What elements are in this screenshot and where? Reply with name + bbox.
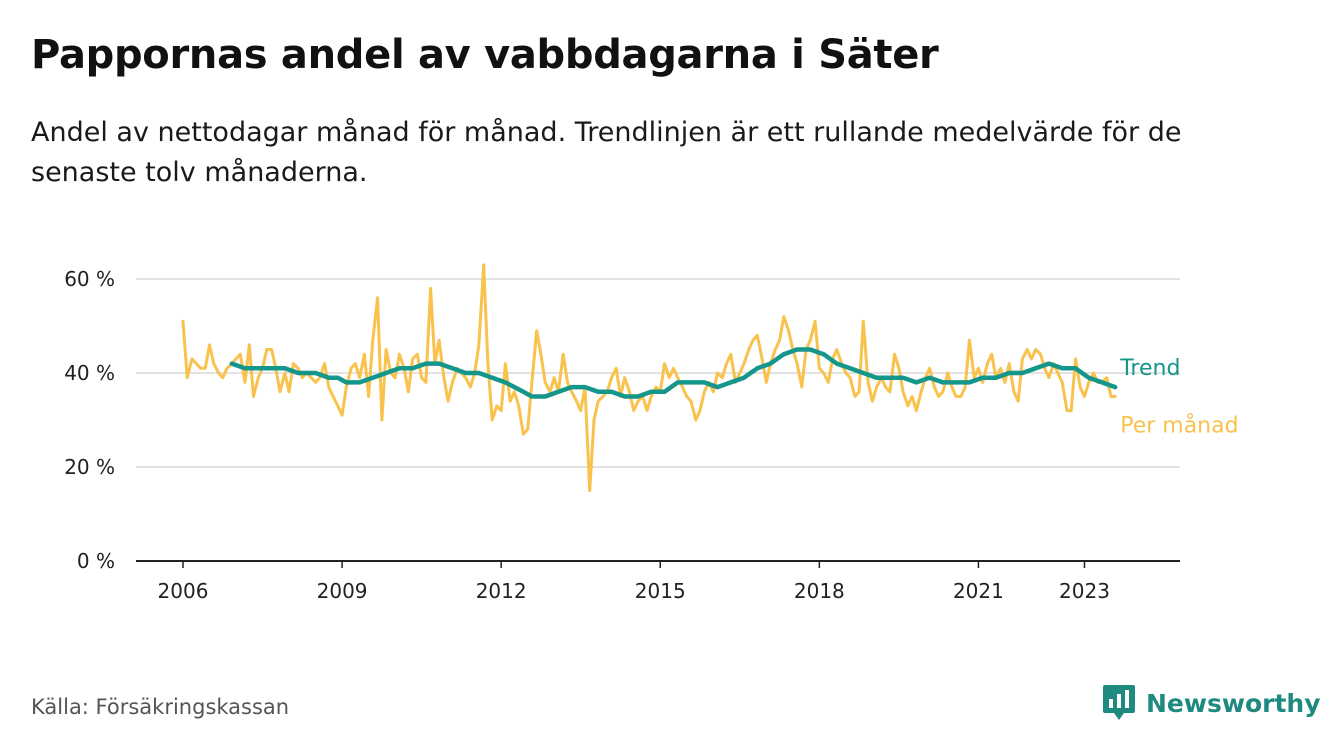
series-lines (181, 263, 1118, 492)
x-tick-label: 2015 (635, 579, 686, 603)
y-tick-label: 60 % (64, 267, 115, 291)
chart-title: Pappornas andel av vabbdagarna i Säter (31, 32, 939, 78)
y-tick-label: 20 % (64, 455, 115, 479)
brand-name: Newsworthy (1146, 688, 1321, 718)
chart-subtitle: Andel av nettodagar månad för månad. Tre… (31, 117, 1182, 188)
series-line-trend (229, 347, 1118, 399)
series-labels: Trend Per månad (1119, 356, 1238, 438)
y-tick-label: 0 % (77, 549, 115, 573)
series-line-per-manad (181, 263, 1117, 492)
x-tick-label: 2006 (158, 579, 209, 603)
y-axis-ticks: 0 % 20 % 40 % 60 % (64, 267, 115, 573)
gridlines (136, 278, 1180, 562)
series-label-per-manad: Per månad (1120, 413, 1238, 439)
brand-logo: Newsworthy (1102, 683, 1321, 723)
x-axis-ticks: 2006 2009 2012 2015 2018 2021 2023 (158, 561, 1110, 603)
x-tick-label: 2023 (1059, 579, 1110, 603)
newsworthy-logo-icon (1103, 685, 1135, 720)
series-label-trend: Trend (1119, 356, 1180, 381)
x-tick-label: 2021 (953, 579, 1004, 603)
x-tick-label: 2018 (794, 579, 845, 603)
source-note: Källa: Försäkringskassan (31, 695, 290, 719)
x-tick-label: 2009 (317, 579, 368, 603)
x-tick-label: 2012 (476, 579, 527, 603)
y-tick-label: 40 % (64, 361, 115, 385)
